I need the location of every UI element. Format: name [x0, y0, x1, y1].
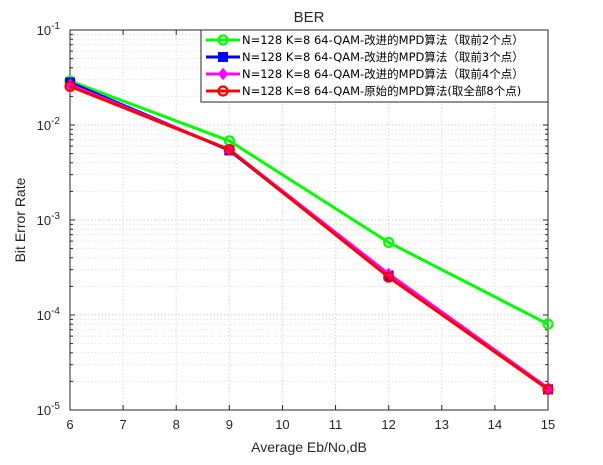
- x-tick-label: 6: [66, 417, 73, 432]
- x-tick-label: 10: [275, 417, 289, 432]
- legend-item-3: N=128 K=8 64-QAM-改进的MPD算法（取前4个点）: [206, 67, 524, 81]
- legend-marker-circle: [217, 85, 229, 97]
- data-point: [64, 80, 76, 92]
- x-tick-label: 9: [226, 417, 233, 432]
- legend: N=128 K=8 64-QAM-改进的MPD算法（取前2个点） N=128 K=…: [200, 29, 549, 103]
- series-line: [69, 79, 549, 326]
- y-tick-label: 10-3: [37, 211, 61, 228]
- legend-entry-label: N=128 K=8 64-QAM-改进的MPD算法（取前4个点）: [242, 67, 524, 81]
- x-tick-label: 14: [488, 417, 502, 432]
- legend-entry-label: N=128 K=8 64-QAM-改进的MPD算法（取前3个点）: [242, 50, 524, 64]
- data-point: [223, 144, 235, 156]
- data-point: [383, 271, 395, 283]
- x-tick-label: 12: [381, 417, 395, 432]
- x-tick-label: 13: [435, 417, 449, 432]
- x-tick-label: 8: [173, 417, 180, 432]
- legend-entry-label: N=128 K=8 64-QAM-原始的MPD算法(取全部8个点): [242, 84, 521, 98]
- y-tick-label: 10-5: [37, 401, 61, 418]
- series-1: [64, 75, 554, 330]
- x-tick-label: 11: [329, 417, 343, 432]
- x-tick-label: 15: [541, 417, 555, 432]
- legend-marker-circle: [217, 34, 229, 46]
- data-series: [64, 75, 554, 395]
- legend-item-2: N=128 K=8 64-QAM-改进的MPD算法（取前3个点）: [206, 50, 524, 64]
- data-point: [383, 236, 395, 249]
- y-tick-label: 10-2: [37, 116, 61, 133]
- y-axis-label: Bit Error Rate: [12, 177, 28, 262]
- data-point: [542, 318, 554, 330]
- legend-item-1: N=128 K=8 64-QAM-改进的MPD算法（取前2个点）: [206, 33, 524, 47]
- legend-marker-square: [218, 52, 228, 62]
- y-tick-label: 10-4: [37, 306, 61, 323]
- y-tick-label: 10-1: [37, 21, 61, 38]
- legend-item-4: N=128 K=8 64-QAM-原始的MPD算法(取全部8个点): [206, 84, 521, 98]
- chart-title: BER: [294, 9, 325, 26]
- x-tick-labels: 6 7 8 9 10 11 12 13 14 15: [66, 417, 555, 432]
- x-axis-label: Average Eb/No,dB: [251, 439, 367, 455]
- legend-marker-diamond: [217, 67, 229, 81]
- data-point: [542, 383, 554, 395]
- series-4: [64, 80, 554, 395]
- series-line: [69, 84, 549, 391]
- legend-box: [200, 29, 549, 103]
- y-tick-labels: 10-1 10-2 10-3 10-4 10-5: [37, 21, 61, 418]
- legend-entry-label: N=128 K=8 64-QAM-改进的MPD算法（取前2个点）: [242, 33, 524, 47]
- x-tick-label: 7: [119, 417, 126, 432]
